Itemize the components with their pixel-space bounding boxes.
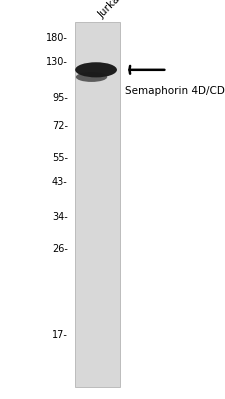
Text: 130-: 130- <box>46 57 68 67</box>
Text: Semaphorin 4D/CD100: Semaphorin 4D/CD100 <box>125 86 225 96</box>
Text: 26-: 26- <box>52 244 68 255</box>
Text: 180-: 180- <box>46 33 68 43</box>
Text: 17-: 17- <box>52 330 68 340</box>
Text: 72-: 72- <box>52 120 68 131</box>
Ellipse shape <box>75 62 117 77</box>
Text: 34-: 34- <box>52 212 68 223</box>
Ellipse shape <box>76 72 107 82</box>
Text: Jurkat: Jurkat <box>96 0 124 20</box>
Text: 43-: 43- <box>52 176 68 187</box>
Text: 55-: 55- <box>52 152 68 163</box>
Bar <box>74 22 119 387</box>
Text: 95-: 95- <box>52 93 68 103</box>
